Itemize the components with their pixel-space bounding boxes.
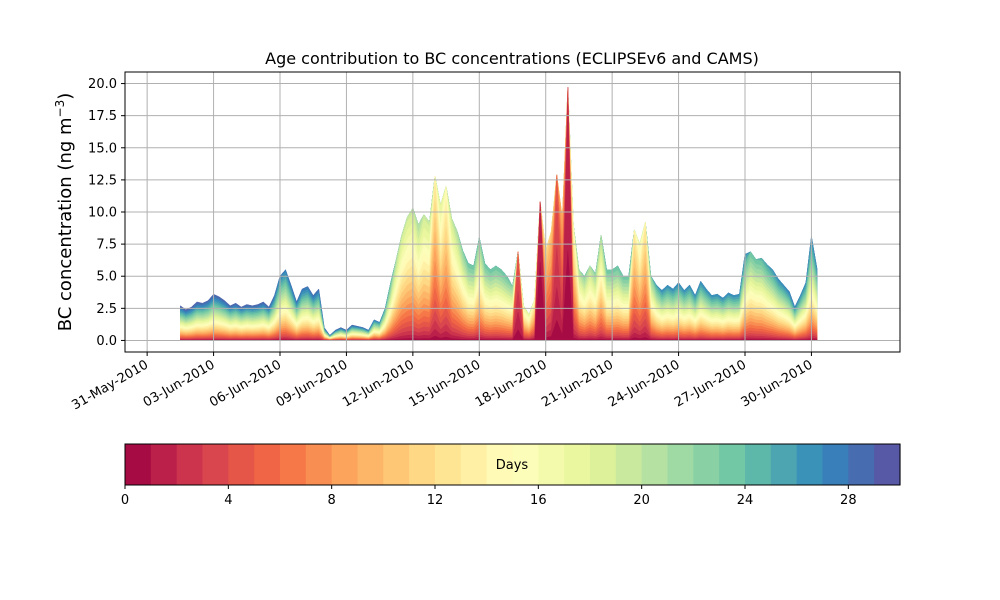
colorbar-bin-25 — [770, 444, 798, 485]
colorbar-bin-21 — [667, 444, 694, 485]
colorbar-bin-15 — [512, 444, 539, 485]
y-tick-label: 15.0 — [88, 141, 117, 156]
x-axis-ticks: 31-May-201003-Jun-201006-Jun-201009-Jun-… — [69, 352, 815, 413]
y-tick-label: 17.5 — [88, 109, 117, 124]
x-tick-label: 27-Jun-2010 — [672, 357, 749, 410]
colorbar-bin-2 — [176, 444, 204, 485]
colorbar-tick-label: 24 — [737, 493, 754, 508]
colorbar-tick-label: 20 — [633, 493, 650, 508]
grid-lines — [125, 72, 900, 352]
colorbar-bin-3 — [202, 444, 229, 485]
colorbar-tick-label: 8 — [328, 493, 336, 508]
colorbar-bin-14 — [486, 444, 514, 485]
colorbar-bin-27 — [822, 444, 849, 485]
colorbar-bin-13 — [460, 444, 488, 485]
y-tick-label: 5.0 — [96, 270, 117, 285]
colorbar-bin-23 — [719, 444, 746, 485]
colorbar-bin-0 — [125, 444, 152, 485]
y-axis-ticks: 0.0 2.5 5.0 7.5 10.0 12.5 15.0 17.5 20.0 — [88, 77, 125, 349]
colorbar: Days 0 4 8 12 16 20 24 28 — [121, 443, 901, 508]
x-tick-label: 06-Jun-2010 — [207, 357, 284, 410]
x-tick-label: 30-Jun-2010 — [739, 357, 816, 410]
x-tick-label: 03-Jun-2010 — [141, 357, 218, 410]
colorbar-bin-24 — [745, 444, 772, 485]
x-tick-label: 24-Jun-2010 — [606, 357, 683, 410]
colorbar-bin-18 — [590, 444, 617, 485]
colorbar-bin-6 — [280, 444, 307, 485]
x-tick-label: 31-May-2010 — [69, 357, 151, 413]
colorbar-label: Days — [496, 458, 529, 473]
x-tick-label: 15-Jun-2010 — [406, 357, 483, 410]
colorbar-bin-20 — [641, 444, 669, 485]
age-band-day-5 — [180, 87, 818, 341]
colorbar-tick-label: 28 — [840, 493, 857, 508]
age-band-day-4 — [180, 87, 818, 341]
age-band-day-2 — [180, 87, 818, 341]
colorbar-tick-label: 16 — [530, 493, 547, 508]
age-band-day-3 — [180, 87, 818, 341]
age-band-day-7 — [180, 87, 818, 341]
colorbar-bin-7 — [305, 444, 333, 485]
colorbar-bin-9 — [357, 444, 384, 485]
chart-title: Age contribution to BC concentrations (E… — [265, 49, 759, 68]
colorbar-bin-10 — [383, 444, 410, 485]
colorbar-bin-12 — [435, 444, 462, 485]
x-tick-label: 21-Jun-2010 — [539, 357, 616, 410]
y-tick-label: 0.0 — [96, 334, 117, 349]
y-tick-label: 12.5 — [88, 173, 117, 188]
colorbar-bin-26 — [796, 444, 824, 485]
x-tick-label: 09-Jun-2010 — [274, 357, 351, 410]
x-tick-label: 12-Jun-2010 — [340, 357, 417, 410]
plot-area: 31-May-201003-Jun-201006-Jun-201009-Jun-… — [69, 71, 901, 413]
colorbar-bin-28 — [848, 444, 875, 485]
colorbar-frame — [124, 443, 901, 486]
y-tick-label: 20.0 — [88, 77, 117, 92]
colorbar-bin-8 — [331, 444, 359, 485]
age-bands-layer — [180, 87, 818, 341]
colorbar-ticks: 0 4 8 12 16 20 24 28 — [121, 485, 857, 508]
y-tick-label: 10.0 — [88, 206, 117, 221]
colorbar-bin-16 — [538, 444, 565, 485]
age-band-day-8 — [180, 87, 818, 341]
colorbar-bin-22 — [693, 444, 720, 485]
age-band-day-10 — [180, 87, 818, 341]
colorbar-bin-17 — [564, 444, 591, 485]
colorbar-tick-label: 4 — [224, 493, 232, 508]
y-tick-label: 7.5 — [96, 238, 117, 253]
colorbar-bin-11 — [409, 444, 436, 485]
age-band-day-9 — [180, 87, 818, 341]
x-tick-label: 18-Jun-2010 — [473, 357, 550, 410]
colorbar-tick-label: 0 — [121, 493, 129, 508]
colorbar-bin-5 — [254, 444, 281, 485]
colorbar-bin-4 — [228, 444, 255, 485]
y-axis-label: BC concentration (ng m−3) — [53, 93, 76, 332]
colorbar-bin-1 — [150, 444, 178, 485]
colorbar-tick-label: 12 — [427, 493, 444, 508]
colorbar-bin-29 — [874, 444, 901, 485]
age-band-day-6 — [180, 87, 818, 341]
colorbar-bins — [125, 444, 901, 485]
age-band-day-1 — [180, 104, 818, 341]
y-tick-label: 2.5 — [96, 302, 117, 317]
colorbar-bin-19 — [615, 444, 643, 485]
